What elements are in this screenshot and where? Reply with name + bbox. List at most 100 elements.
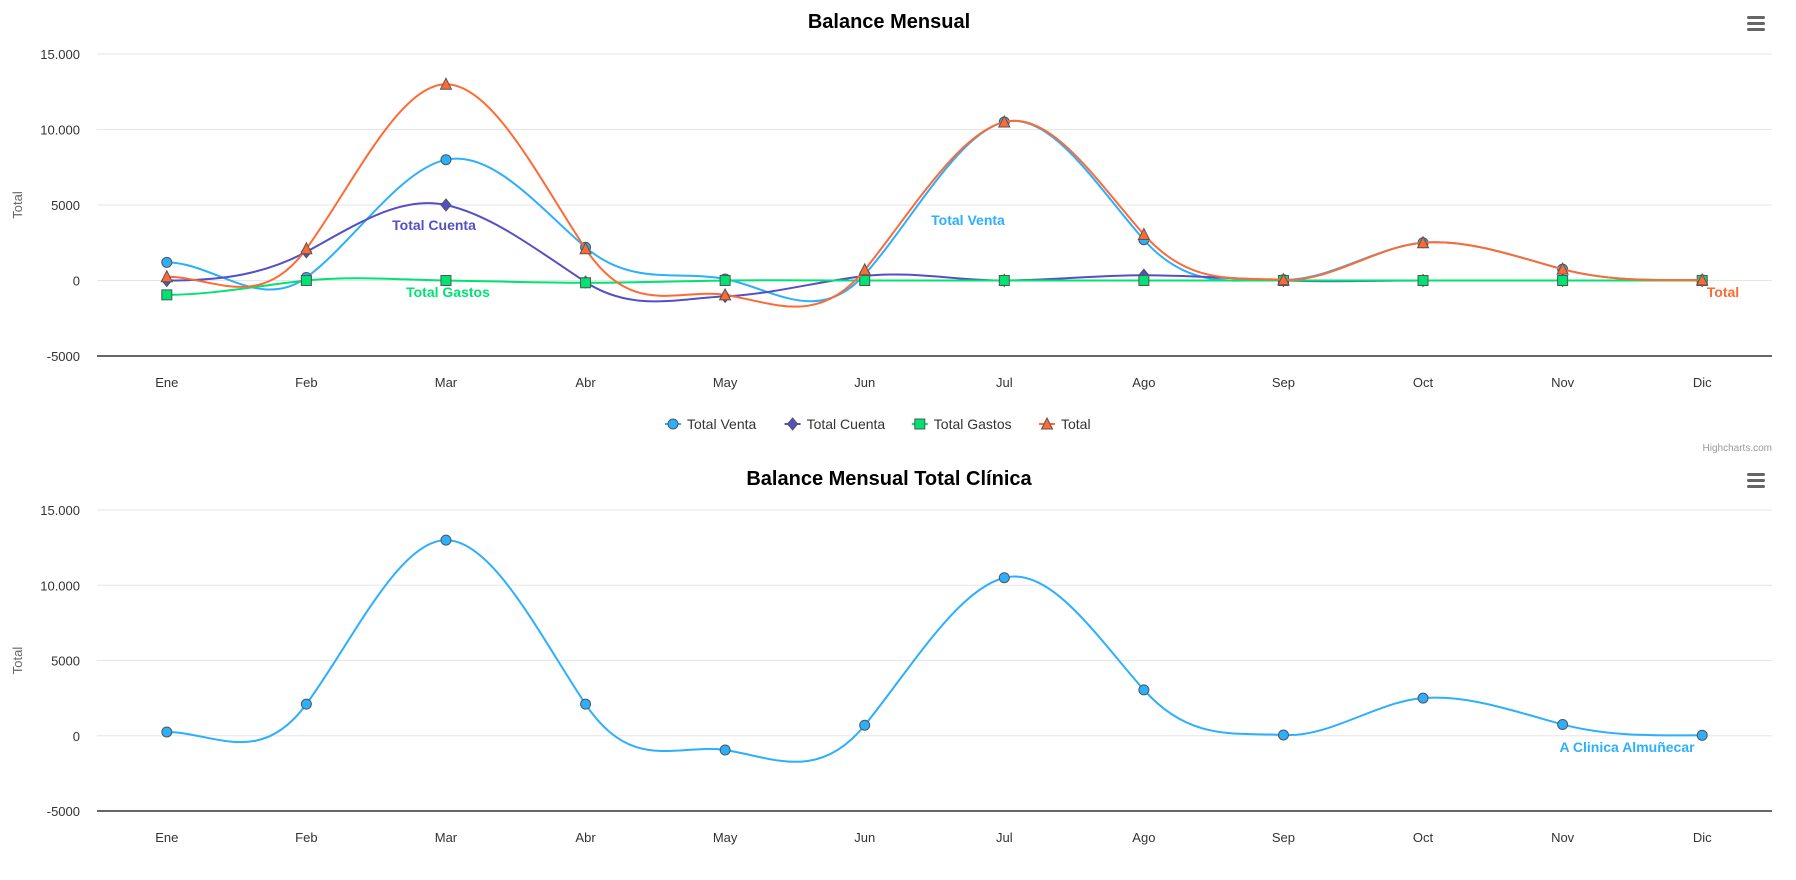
data-point[interactable] bbox=[1417, 275, 1429, 286]
legend-symbol-icon bbox=[914, 418, 926, 430]
y-tick-label: 5000 bbox=[51, 198, 80, 213]
x-tick-label: May bbox=[713, 375, 738, 390]
x-tick-label: Abr bbox=[575, 830, 596, 845]
series-data-label: Total Gastos bbox=[406, 284, 490, 300]
hamburger-menu-icon[interactable] bbox=[1747, 473, 1765, 488]
y-tick-label: 10.000 bbox=[40, 123, 80, 138]
data-point[interactable] bbox=[1417, 692, 1429, 704]
data-point[interactable] bbox=[719, 744, 731, 756]
legend-item[interactable]: Total Cuenta bbox=[784, 416, 886, 432]
data-point[interactable] bbox=[440, 534, 452, 546]
x-tick-label: Nov bbox=[1551, 375, 1575, 390]
series-data-label: Total Cuenta bbox=[392, 217, 476, 233]
x-tick-label: Jun bbox=[854, 375, 875, 390]
y-axis-title: Total bbox=[10, 647, 25, 675]
legend-symbol-icon bbox=[1040, 416, 1054, 430]
x-tick-label: Feb bbox=[295, 830, 317, 845]
legend-item[interactable]: Total Gastos bbox=[911, 416, 1012, 432]
data-point[interactable] bbox=[1695, 272, 1709, 286]
y-tick-label: 5000 bbox=[51, 654, 80, 669]
data-point[interactable] bbox=[997, 114, 1011, 128]
series-data-label: Total Venta bbox=[931, 212, 1005, 228]
y-tick-label: 0 bbox=[73, 729, 80, 744]
data-point[interactable] bbox=[580, 698, 592, 710]
data-point[interactable] bbox=[1557, 718, 1569, 730]
menu-bar bbox=[1747, 473, 1765, 476]
legend-label: Total bbox=[1061, 416, 1091, 432]
series-data-label: A Clinica Almuñecar bbox=[1559, 739, 1695, 755]
data-point[interactable] bbox=[300, 698, 312, 710]
data-point[interactable] bbox=[160, 269, 174, 283]
x-tick-label: Nov bbox=[1551, 830, 1575, 845]
y-tick-label: -5000 bbox=[47, 804, 80, 819]
data-point[interactable] bbox=[440, 275, 452, 286]
x-tick-label: Jun bbox=[854, 830, 875, 845]
data-point[interactable] bbox=[300, 241, 313, 255]
legend-item[interactable]: Total bbox=[1039, 416, 1091, 432]
x-tick-label: Sep bbox=[1272, 830, 1295, 845]
data-point[interactable] bbox=[579, 241, 592, 255]
data-point[interactable] bbox=[1557, 275, 1569, 286]
data-point[interactable] bbox=[998, 572, 1010, 584]
x-tick-label: Mar bbox=[435, 375, 458, 390]
legend-symbol-icon bbox=[786, 417, 799, 431]
x-tick-label: Jul bbox=[996, 375, 1013, 390]
y-tick-label: 15.000 bbox=[40, 47, 80, 62]
x-tick-label: Dic bbox=[1693, 830, 1712, 845]
data-point[interactable] bbox=[580, 277, 592, 289]
data-point[interactable] bbox=[440, 198, 452, 212]
series-line bbox=[166, 539, 1703, 763]
data-point[interactable] bbox=[1277, 729, 1289, 741]
legend-item[interactable]: Total Venta bbox=[665, 416, 756, 432]
data-point[interactable] bbox=[1138, 684, 1150, 696]
x-tick-label: Ago bbox=[1132, 830, 1155, 845]
menu-bar bbox=[1747, 485, 1765, 488]
x-tick-label: Ene bbox=[155, 375, 178, 390]
data-point[interactable] bbox=[1416, 235, 1430, 249]
menu-bar bbox=[1747, 28, 1765, 31]
chart-1: Balance Mensual -5000 0 5000 10.000 15.000 Tot… bbox=[10, 11, 1772, 454]
x-tick-label: Sep bbox=[1272, 375, 1295, 390]
data-point[interactable] bbox=[998, 275, 1010, 286]
legend-label: Total Gastos bbox=[934, 416, 1012, 432]
legend-label: Total Cuenta bbox=[807, 416, 886, 432]
x-tick-label: Jul bbox=[996, 830, 1013, 845]
y-tick-label: 0 bbox=[73, 274, 80, 289]
series-a-clinica-almu-ecar: A Clinica Almuñecar bbox=[161, 534, 1708, 763]
x-tick-label: Dic bbox=[1693, 375, 1712, 390]
data-point[interactable] bbox=[719, 275, 731, 286]
x-tick-label: Oct bbox=[1413, 830, 1434, 845]
data-point[interactable] bbox=[1137, 227, 1151, 240]
chart-2: Balance Mensual Total Clínica -5000 0 5000 1… bbox=[10, 468, 1772, 880]
y-tick-label: 10.000 bbox=[40, 578, 80, 593]
data-point[interactable] bbox=[859, 719, 871, 731]
data-point[interactable] bbox=[161, 726, 173, 738]
data-point[interactable] bbox=[439, 77, 453, 90]
data-point[interactable] bbox=[1138, 275, 1150, 286]
x-tick-label: May bbox=[713, 830, 738, 845]
chart-title: Balance Mensual Total Clínica bbox=[746, 468, 1032, 490]
data-point[interactable] bbox=[161, 256, 173, 268]
data-point[interactable] bbox=[1277, 272, 1290, 286]
y-axis-title: Total bbox=[10, 191, 25, 219]
data-point[interactable] bbox=[858, 262, 872, 276]
x-tick-label: Ago bbox=[1132, 375, 1155, 390]
data-point[interactable] bbox=[859, 275, 871, 286]
series-data-label: Total bbox=[1707, 284, 1739, 300]
x-tick-label: Mar bbox=[435, 830, 458, 845]
data-point[interactable] bbox=[1696, 729, 1708, 741]
x-tick-label: Feb bbox=[295, 375, 317, 390]
data-point[interactable] bbox=[440, 154, 452, 166]
hamburger-menu-icon[interactable] bbox=[1747, 16, 1765, 31]
data-point[interactable] bbox=[1556, 262, 1569, 275]
data-point[interactable] bbox=[161, 289, 173, 301]
credits-link: Highcharts.com bbox=[1703, 443, 1772, 454]
x-tick-label: Abr bbox=[575, 375, 596, 390]
y-tick-label: 15.000 bbox=[40, 503, 80, 518]
legend-label: Total Venta bbox=[687, 416, 756, 432]
data-point[interactable] bbox=[300, 275, 312, 286]
data-point[interactable] bbox=[718, 287, 732, 301]
series-line bbox=[166, 83, 1703, 308]
legend-symbol-icon bbox=[667, 418, 679, 430]
